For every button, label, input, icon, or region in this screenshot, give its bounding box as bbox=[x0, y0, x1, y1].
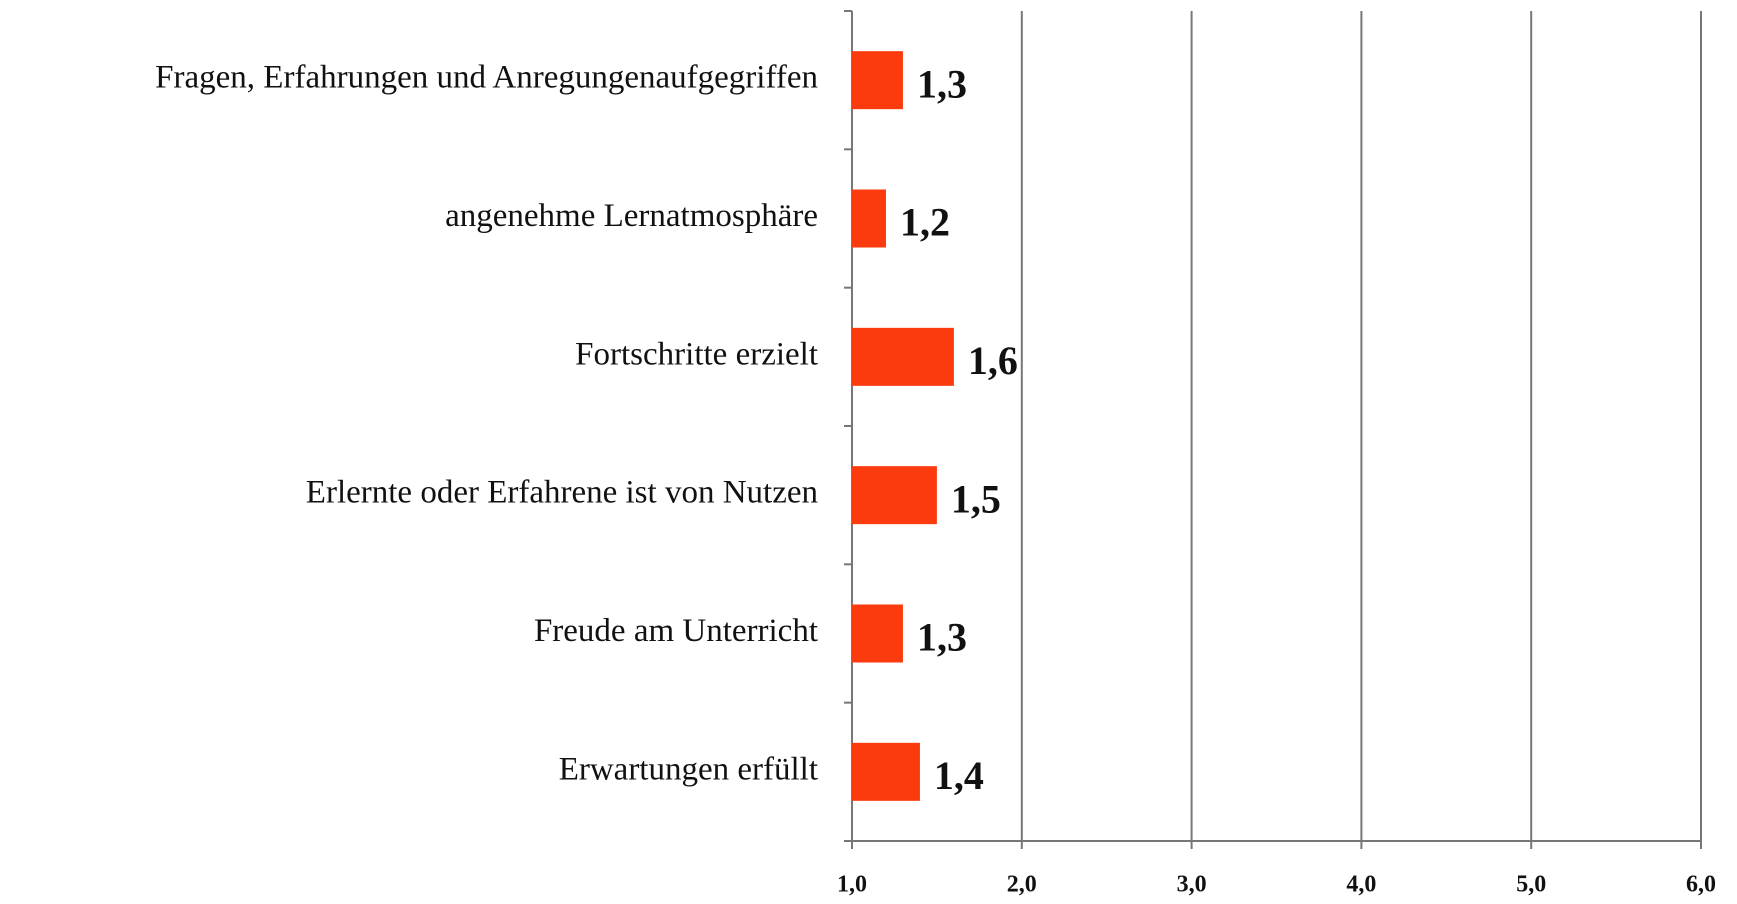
x-tick-label: 3,0 bbox=[1177, 872, 1207, 898]
y-tick-label: Fortschritte erzielt bbox=[575, 336, 818, 372]
value-label: 1,4 bbox=[934, 753, 984, 798]
x-tick-label: 5,0 bbox=[1516, 872, 1546, 898]
bar bbox=[852, 189, 886, 248]
bar bbox=[852, 327, 954, 386]
x-tick-label: 1,0 bbox=[837, 872, 867, 898]
y-tick-label: Freude am Unterricht bbox=[534, 613, 818, 649]
y-tick-label: Erlernte oder Erfahrene ist von Nutzen bbox=[306, 475, 818, 511]
value-label: 1,6 bbox=[968, 338, 1018, 383]
x-tick-label: 4,0 bbox=[1346, 872, 1376, 898]
value-label: 1,3 bbox=[917, 615, 967, 660]
bar bbox=[852, 51, 903, 110]
bar bbox=[852, 466, 937, 525]
value-label: 1,2 bbox=[900, 200, 950, 245]
value-label: 1,3 bbox=[917, 61, 967, 106]
value-label: 1,5 bbox=[951, 476, 1001, 521]
x-tick-label: 6,0 bbox=[1686, 872, 1716, 898]
y-tick-label: angenehme Lernatmosphäre bbox=[445, 198, 818, 234]
x-tick-label: 2,0 bbox=[1007, 872, 1037, 898]
bar bbox=[852, 604, 903, 663]
y-tick-label: Fragen, Erfahrungen und Anregungenaufgeg… bbox=[155, 60, 818, 96]
y-tick-label: Erwartungen erfüllt bbox=[559, 751, 818, 787]
bar bbox=[852, 742, 920, 801]
